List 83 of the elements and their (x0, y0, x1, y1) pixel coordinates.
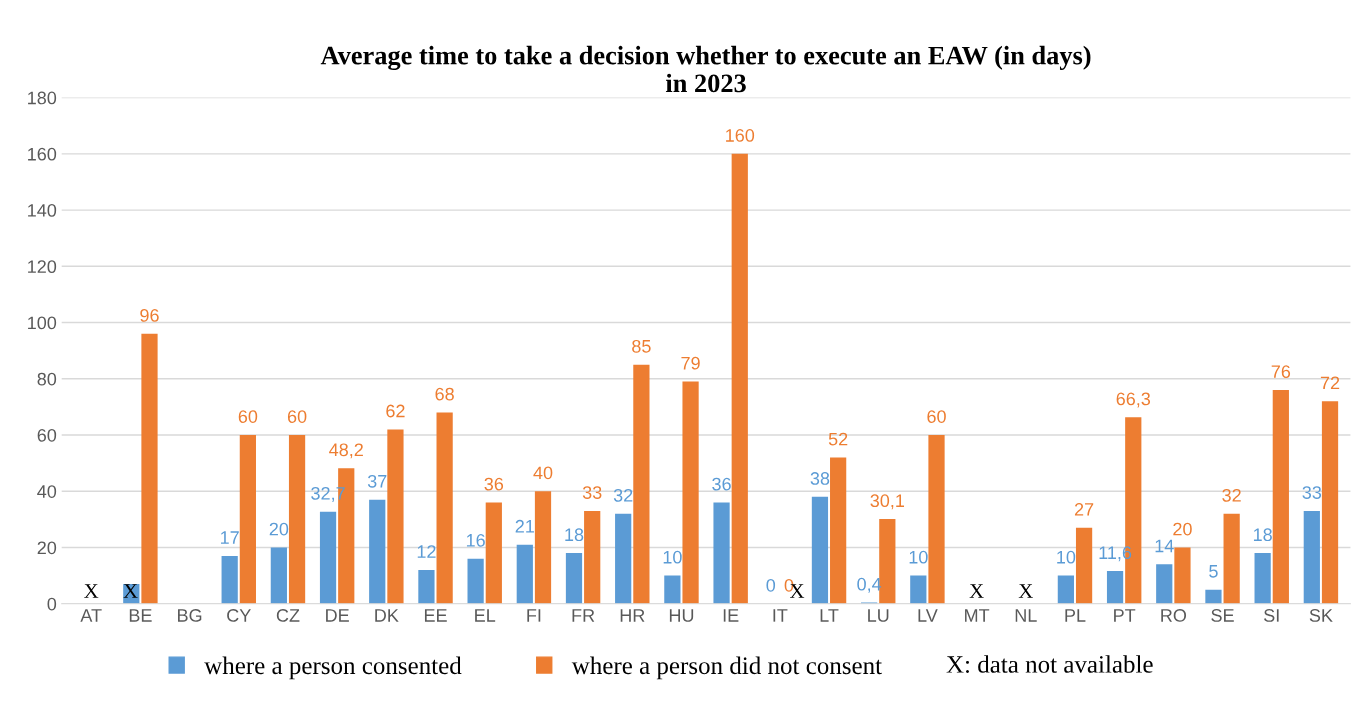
x-tick-label: LT (820, 609, 839, 622)
legend-label: where a person consented (204, 656, 462, 680)
x-tick-label: PL (1065, 609, 1086, 622)
data-label: 16 (466, 533, 485, 547)
x-tick-label: CY (227, 609, 251, 622)
x-tick-label: BG (178, 609, 202, 622)
data-label: 27 (1074, 503, 1094, 516)
x-tick-label: EL (475, 609, 496, 622)
x-tick-label: LU (868, 609, 889, 622)
data-label: 20 (269, 522, 289, 536)
data-label: 36 (712, 477, 731, 491)
text: X: data not available (946, 655, 1153, 673)
y-tick-label: 40 (37, 485, 57, 498)
x-tick-label: SK (1309, 609, 1333, 622)
x-tick-label: LV (918, 609, 938, 622)
x-tick-label: EE (424, 609, 447, 622)
data-label: 68 (435, 387, 454, 401)
annotation: X (123, 584, 138, 598)
x-tick-label: IT (773, 609, 788, 622)
y-tick-label: 100 (28, 316, 57, 330)
x-tick-label: DK (375, 609, 399, 622)
data-label: 66,3 (1116, 392, 1151, 408)
data-label: 0 (766, 578, 776, 592)
data-label: 20 (1173, 522, 1192, 536)
data-label: 10 (1057, 550, 1076, 564)
x-tick-label: PT (1114, 609, 1136, 622)
data-label: 38 (810, 472, 830, 485)
x-tick-label: CZ (276, 609, 300, 622)
y-tick-label: 140 (28, 204, 57, 217)
chart-title: Average time to take a decision whether to execute an EAW (in days) in 2023 (320, 45, 1091, 93)
legend-label: where a person did not consent (571, 656, 882, 680)
x-tick-label: NL (1015, 609, 1037, 622)
data-label: 72 (1320, 376, 1340, 390)
data-label: 62 (386, 404, 405, 418)
x-tick-label: AT (80, 609, 102, 622)
data-label: 10 (909, 550, 928, 564)
y-tick-label: 180 (28, 91, 57, 105)
x-tick-label: HR (620, 609, 645, 622)
x-tick-label: SE (1211, 609, 1234, 622)
y-tick-label: 160 (28, 147, 57, 161)
data-label: 10 (663, 550, 682, 564)
data-label: 76 (1271, 365, 1291, 379)
data-label: 60 (287, 410, 307, 423)
data-label: 160 (726, 129, 755, 142)
data-label: 37 (367, 474, 387, 488)
x-tick-label: IE (723, 609, 739, 622)
annotation: X (969, 584, 984, 598)
data-label: 48,2 (329, 443, 363, 459)
data-label: 40 (533, 466, 553, 480)
y-tick-label: 20 (37, 541, 57, 555)
x-tick-label: DE (326, 609, 349, 622)
data-label: 18 (565, 528, 584, 542)
data-label: 14 (1155, 539, 1174, 553)
x-tick-label: SI (1264, 609, 1279, 622)
data-label: 17 (221, 531, 239, 544)
data-label: 36 (484, 477, 504, 491)
x-tick-label: RO (1161, 609, 1187, 622)
data-label: 96 (140, 309, 159, 322)
x-tick-label: FR (572, 609, 595, 622)
data-label: 21 (515, 519, 534, 533)
annotation: X (1018, 584, 1033, 598)
data-label: 60 (927, 410, 946, 423)
data-label: 79 (681, 356, 700, 370)
data-label: 32 (613, 488, 633, 502)
y-tick-label: 80 (37, 372, 57, 386)
data-label: 33 (582, 486, 602, 499)
data-label: 85 (632, 339, 651, 353)
data-label: 30,1 (870, 494, 905, 510)
y-tick-label: 120 (28, 260, 57, 274)
data-label: 33 (1302, 486, 1322, 499)
data-label: 52 (828, 432, 848, 446)
x-tick-label: MT (965, 609, 990, 622)
y-tick-label: 60 (37, 428, 57, 442)
data-label: 32 (1222, 488, 1241, 502)
data-label: 5 (1209, 565, 1218, 578)
data-label: 12 (417, 545, 436, 558)
data-label: 18 (1253, 528, 1272, 542)
x-tick-label: BE (129, 609, 152, 622)
y-tick-label: 0 (47, 597, 57, 611)
x-tick-label: FI (527, 609, 541, 622)
data-label: 60 (238, 410, 258, 423)
annotation: X (84, 584, 99, 598)
x-tick-label: HU (669, 609, 694, 622)
